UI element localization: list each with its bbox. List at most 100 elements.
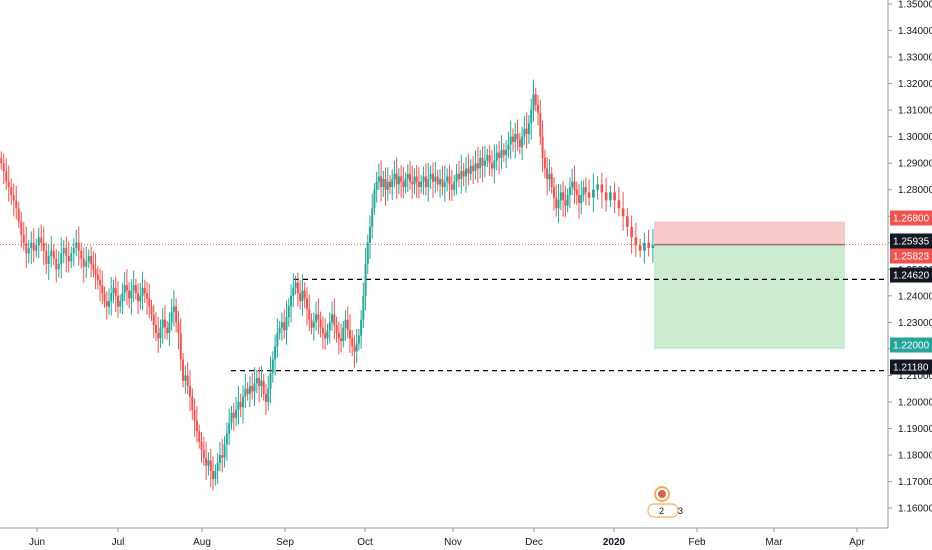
candle — [128, 282, 131, 309]
candle — [600, 172, 604, 209]
candle-body — [246, 388, 249, 395]
price-label-text: 1.22000 — [893, 341, 930, 352]
candle-body — [382, 179, 385, 188]
candle-body — [182, 359, 185, 381]
candle — [465, 157, 468, 193]
x-tick-label: Feb — [688, 537, 706, 548]
candle-body — [280, 322, 283, 328]
candle-body — [507, 144, 510, 150]
candle — [409, 160, 411, 190]
candle-body — [552, 187, 555, 198]
candle-body — [121, 293, 124, 302]
candle-body — [62, 248, 65, 254]
candle — [198, 424, 201, 449]
price-label-bg — [890, 359, 932, 375]
candle — [65, 236, 68, 273]
candle — [2, 153, 5, 185]
candle — [75, 229, 78, 257]
candle-body — [60, 253, 63, 264]
candle — [344, 309, 347, 341]
candle-body — [276, 332, 279, 347]
candle-body — [539, 112, 542, 137]
candle — [267, 375, 270, 411]
candle-body — [328, 322, 331, 331]
candle-body — [161, 319, 164, 328]
y-tick-label: 1.30000 — [898, 132, 932, 143]
candle-body — [505, 149, 508, 156]
candle-body — [87, 256, 90, 262]
candle — [150, 299, 153, 322]
candle-body — [103, 293, 106, 302]
candle-body — [12, 195, 15, 201]
candle — [617, 187, 621, 217]
candle-body — [202, 449, 205, 458]
candle-body — [116, 295, 119, 307]
candle — [87, 249, 90, 268]
candle — [154, 312, 157, 342]
candle — [232, 402, 235, 431]
candle-body — [22, 234, 25, 243]
candle-body — [413, 176, 416, 185]
candle — [514, 122, 517, 159]
candle — [448, 165, 451, 201]
x-tick-label: Oct — [357, 537, 373, 548]
candle-body — [491, 163, 494, 169]
price-label-bg — [890, 248, 932, 264]
candle — [505, 140, 508, 169]
candle — [400, 165, 403, 198]
candle-body — [546, 168, 549, 180]
candle — [110, 277, 113, 316]
x-tick-label: Jun — [29, 537, 45, 548]
candle-body — [369, 226, 371, 243]
price-label-bg — [890, 210, 932, 226]
candle — [457, 160, 460, 188]
candle — [278, 321, 281, 340]
candle-body — [150, 306, 153, 315]
candle — [274, 334, 277, 376]
candle-body — [146, 293, 149, 299]
x-tick-label: Jul — [112, 537, 125, 548]
candle — [157, 316, 160, 353]
candle-body — [45, 250, 48, 264]
candle — [525, 112, 528, 149]
candle — [530, 98, 533, 140]
candle — [10, 178, 13, 205]
candle — [72, 238, 75, 267]
candle-body — [592, 189, 595, 198]
candle-body — [562, 192, 565, 201]
candle-body — [409, 173, 411, 182]
candle — [296, 272, 299, 307]
candle — [550, 167, 553, 194]
candle-body — [255, 378, 258, 384]
candle-body — [600, 184, 604, 193]
candle-body — [188, 386, 191, 397]
y-tick-label: 1.19000 — [898, 424, 932, 435]
candle-body — [42, 242, 45, 251]
candle-body — [617, 200, 621, 209]
candle-body — [516, 133, 519, 140]
candle-body — [596, 184, 599, 190]
candle-body — [285, 317, 288, 331]
candle — [369, 215, 371, 259]
candle — [371, 193, 374, 239]
candle — [502, 143, 505, 162]
candle-body — [566, 195, 569, 206]
candle — [96, 266, 99, 290]
candle-body — [17, 208, 20, 222]
candle — [351, 330, 354, 357]
candle — [337, 321, 340, 355]
candle-body — [406, 173, 409, 180]
candle — [258, 366, 261, 403]
candle — [141, 271, 144, 311]
candle — [148, 283, 151, 318]
candle-body — [326, 330, 329, 339]
candle-body — [47, 256, 50, 264]
candle — [546, 157, 549, 196]
candle-body — [391, 179, 394, 188]
candle-body — [143, 287, 146, 294]
candle-body — [324, 332, 327, 339]
candle-body — [483, 160, 486, 166]
